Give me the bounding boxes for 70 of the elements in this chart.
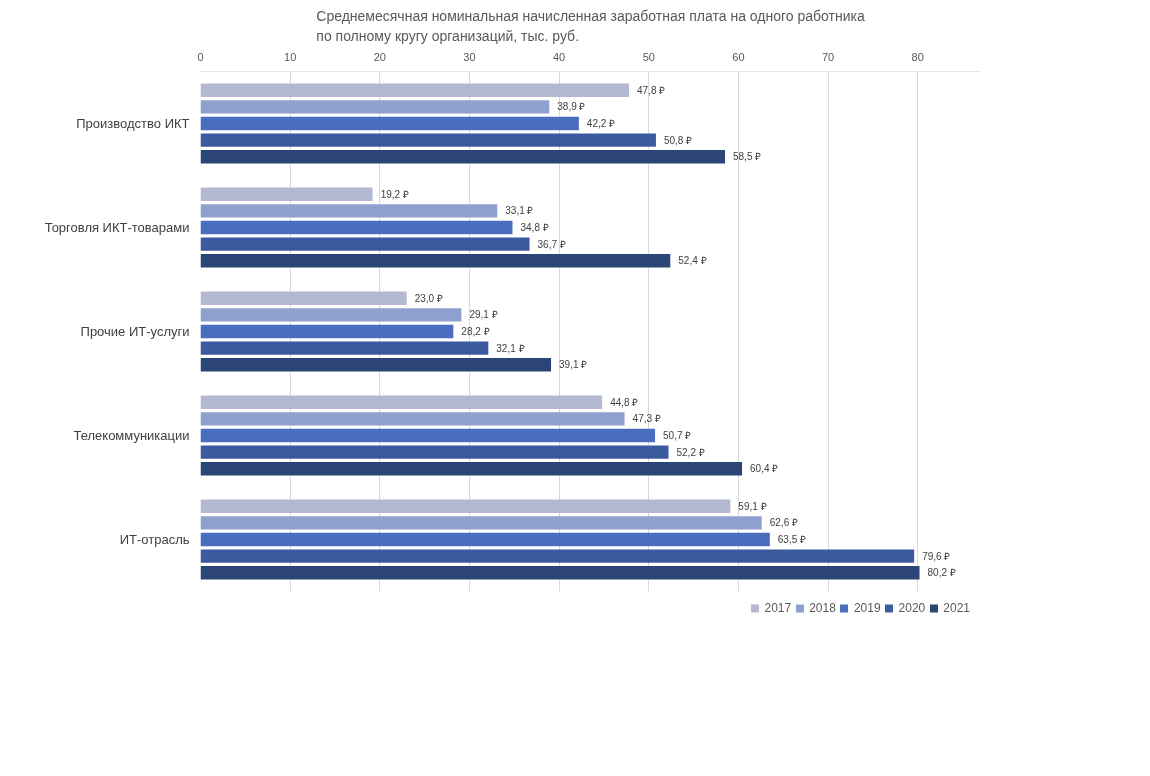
bar: [200, 237, 530, 251]
legend-label: 2018: [809, 601, 836, 615]
data-label: 52,4 ₽: [678, 255, 707, 267]
data-label: 29,1 ₽: [469, 309, 498, 321]
x-tick-label: 20: [373, 50, 386, 63]
x-tick-label: 40: [553, 50, 566, 63]
legend-label: 2020: [898, 601, 926, 615]
bar: [200, 204, 498, 218]
bar: [200, 324, 454, 339]
legend-label: 2021: [943, 601, 970, 615]
data-label: 59,1 ₽: [738, 500, 767, 512]
data-label: 62,6 ₽: [769, 517, 798, 529]
data-label: 36,7 ₽: [537, 238, 566, 250]
bar: [200, 532, 770, 547]
bar: [200, 462, 743, 476]
data-label: 38,9 ₽: [557, 101, 586, 113]
data-label: 50,8 ₽: [663, 134, 693, 146]
data-label: 47,3 ₽: [632, 413, 661, 425]
bar: [200, 499, 731, 513]
x-tick-label: 80: [911, 50, 924, 63]
bar: [200, 291, 407, 305]
bar: [200, 445, 669, 459]
x-tick-label: 30: [463, 50, 476, 63]
legend-label: 2019: [853, 601, 881, 615]
data-label: 58,5 ₽: [732, 151, 762, 163]
y-tick-label: Прочие ИТ-услуги: [80, 324, 190, 339]
bar: [200, 428, 656, 443]
y-tick-label: Производство ИКТ: [76, 116, 190, 131]
data-label: 42,2 ₽: [586, 118, 616, 129]
bar: [200, 220, 513, 235]
bar: [200, 133, 656, 147]
data-label: 23,0 ₽: [414, 292, 443, 304]
data-label: 80,2 ₽: [927, 567, 956, 579]
data-label: 52,2 ₽: [676, 446, 705, 458]
bar: [200, 412, 625, 426]
data-label: 63,5 ₽: [777, 534, 807, 545]
bar: [200, 150, 725, 164]
data-label: 39,1 ₽: [559, 359, 588, 371]
data-label: 28,2 ₽: [461, 326, 490, 337]
legend-label: 2017: [764, 601, 792, 615]
bar: [200, 549, 915, 563]
y-tick-label: ИТ-отрасль: [119, 532, 190, 547]
bar: [200, 254, 671, 268]
bar: [200, 516, 762, 530]
data-label: 60,4 ₽: [750, 463, 779, 475]
y-tick-label: Торговля ИКТ-товарами: [44, 220, 190, 235]
data-label: 50,7 ₽: [663, 430, 692, 441]
bar: [200, 116, 579, 131]
chart-title: Среднемесячная номинальная начисленная заработная плата на одного работника по полному кругу организаций, тыс. руб.: [316, 7, 865, 45]
bar: [200, 341, 489, 355]
data-label: 33,1 ₽: [505, 205, 534, 217]
bar: [200, 83, 630, 97]
bar: [200, 187, 373, 201]
bar: [200, 308, 462, 322]
y-tick-label: Телекоммуникации: [73, 428, 190, 443]
x-tick-label: 10: [284, 50, 297, 63]
data-label: 44,8 ₽: [610, 396, 639, 408]
data-label: 19,2 ₽: [380, 188, 409, 200]
bar: [200, 358, 552, 372]
bar: [200, 566, 920, 580]
x-tick-label: 60: [732, 50, 745, 63]
data-label: 47,8 ₽: [637, 84, 666, 96]
x-tick-label: 0: [197, 50, 204, 63]
bar: [200, 395, 603, 409]
data-label: 79,6 ₽: [922, 550, 951, 562]
bar: [200, 100, 550, 114]
x-tick-label: 50: [642, 50, 655, 63]
data-label: 34,8 ₽: [520, 222, 549, 233]
data-label: 32,1 ₽: [496, 342, 525, 354]
x-tick-label: 70: [821, 50, 835, 63]
